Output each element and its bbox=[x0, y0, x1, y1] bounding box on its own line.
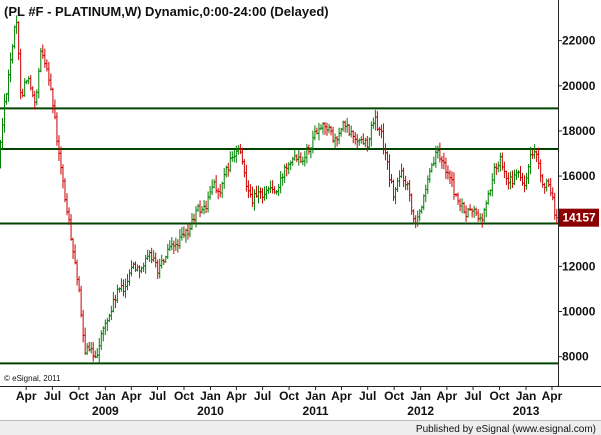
x-tick-label: Jan bbox=[305, 389, 326, 403]
last-price-badge bbox=[559, 208, 599, 227]
x-tick-label: Apr bbox=[437, 389, 458, 403]
x-tick-label: Jan bbox=[410, 389, 431, 403]
x-tick-label: Jan bbox=[95, 389, 116, 403]
x-tick-label: Oct bbox=[384, 389, 404, 403]
footer-bar bbox=[0, 420, 601, 435]
x-year-label: 2009 bbox=[92, 404, 119, 418]
last-price-label: 14157 bbox=[562, 211, 596, 225]
copyright-note: © eSignal, 2011 bbox=[4, 374, 61, 383]
y-tick-label: 12000 bbox=[562, 259, 596, 273]
x-tick-label: Apr bbox=[226, 389, 247, 403]
x-tick-label: Apr bbox=[331, 389, 352, 403]
x-tick-label: Jul bbox=[149, 389, 166, 403]
x-year-label: 2012 bbox=[407, 404, 434, 418]
y-tick-label: 10000 bbox=[562, 305, 596, 319]
x-tick-label: Jul bbox=[254, 389, 271, 403]
chart-title: (PL #F - PLATINUM,W) Dynamic,0:00-24:00 … bbox=[4, 4, 329, 19]
y-tick-label: 8000 bbox=[562, 350, 589, 364]
x-tick-label: Oct bbox=[174, 389, 194, 403]
x-tick-label: Apr bbox=[121, 389, 142, 403]
x-tick-label: Apr bbox=[16, 389, 37, 403]
x-tick-label: Jul bbox=[44, 389, 61, 403]
y-tick-label: 18000 bbox=[562, 124, 596, 138]
y-tick-label: 16000 bbox=[562, 169, 596, 183]
x-tick-label: Apr bbox=[542, 389, 563, 403]
x-year-label: 2011 bbox=[303, 404, 329, 418]
x-tick-label: Jan bbox=[200, 389, 221, 403]
x-year-label: 2013 bbox=[513, 404, 540, 418]
x-tick-label: Oct bbox=[490, 389, 510, 403]
y-tick-label: 22000 bbox=[562, 34, 596, 48]
y-tick-label: 20000 bbox=[562, 79, 596, 93]
x-year-label: 2010 bbox=[197, 404, 224, 418]
published-by-note: Published by eSignal (www.esignal.com) bbox=[416, 424, 596, 435]
x-tick-label: Jul bbox=[359, 389, 376, 403]
x-tick-label: Oct bbox=[279, 389, 299, 403]
x-tick-label: Jul bbox=[464, 389, 481, 403]
x-tick-label: Oct bbox=[69, 389, 89, 403]
x-tick-label: Jan bbox=[516, 389, 537, 403]
